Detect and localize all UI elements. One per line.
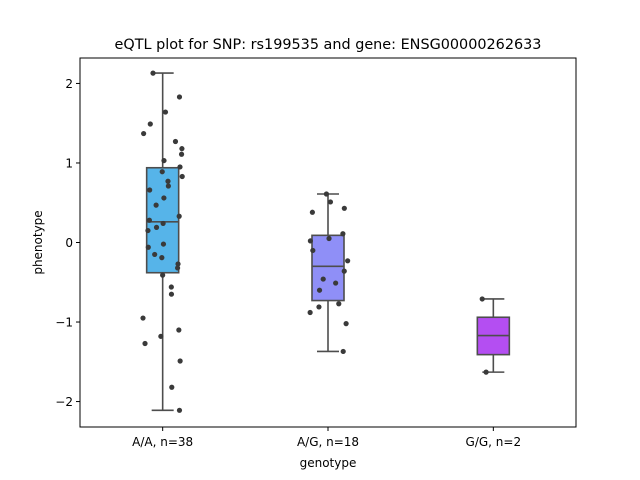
plot-area	[140, 70, 511, 413]
data-point	[178, 151, 185, 157]
data-point	[176, 94, 183, 100]
data-point	[336, 301, 342, 307]
data-point	[307, 309, 313, 316]
data-point	[172, 138, 179, 145]
data-point	[161, 157, 167, 164]
data-point	[153, 224, 160, 230]
data-point	[152, 251, 158, 258]
data-point	[340, 231, 346, 237]
data-point	[161, 195, 167, 201]
data-point	[162, 109, 169, 115]
data-point	[158, 333, 164, 339]
data-point	[160, 220, 166, 227]
data-point	[345, 258, 351, 264]
data-point	[150, 70, 156, 76]
data-point	[160, 241, 167, 247]
y-tick-label: −2	[55, 395, 73, 409]
data-point	[145, 227, 151, 234]
data-point	[479, 296, 485, 302]
y-tick-label: 0	[65, 236, 73, 250]
data-point	[326, 235, 332, 242]
data-point	[483, 369, 489, 375]
data-point	[169, 384, 175, 390]
data-point	[333, 280, 339, 286]
data-point	[147, 187, 153, 193]
data-point	[316, 304, 322, 310]
x-tick-label: A/A, n=38	[132, 435, 193, 449]
data-point	[146, 217, 152, 223]
data-point	[341, 205, 347, 211]
data-point	[142, 340, 148, 347]
data-point	[160, 272, 166, 278]
data-point	[159, 169, 165, 175]
data-point	[340, 348, 346, 355]
box-group	[307, 191, 351, 355]
data-point	[141, 130, 147, 137]
data-point	[341, 268, 347, 274]
data-point	[140, 315, 146, 321]
chart-title: eQTL plot for SNP: rs199535 and gene: EN…	[115, 37, 542, 53]
y-axis-label: phenotype	[31, 210, 45, 274]
data-point	[165, 178, 171, 184]
data-point	[165, 183, 171, 189]
y-tick-label: 1	[65, 156, 73, 170]
data-point	[168, 291, 175, 297]
x-axis: A/A, n=38 A/G, n=18 G/G, n=2	[132, 427, 521, 449]
data-point	[147, 121, 153, 127]
data-point	[327, 199, 334, 205]
data-point	[145, 244, 151, 250]
data-point	[307, 238, 313, 244]
data-point	[310, 247, 316, 254]
data-point	[316, 287, 323, 293]
box-group	[476, 296, 511, 375]
data-point	[323, 191, 330, 197]
y-axis: −2 −1 0 1 2	[55, 77, 80, 409]
data-point	[179, 173, 185, 180]
data-point	[168, 284, 174, 290]
x-tick-label: G/G, n=2	[466, 435, 522, 449]
y-tick-label: 2	[65, 77, 73, 91]
data-point	[179, 146, 185, 152]
data-point	[320, 276, 326, 282]
x-axis-label: genotype	[300, 456, 357, 470]
box	[311, 234, 345, 302]
x-tick-label: A/G, n=18	[297, 435, 359, 449]
data-point	[177, 164, 183, 170]
data-point	[177, 358, 183, 364]
data-point	[309, 209, 315, 215]
data-point	[153, 202, 159, 208]
data-point	[159, 255, 165, 261]
data-point	[176, 327, 182, 333]
y-tick-label: −1	[55, 316, 73, 330]
data-point	[175, 261, 181, 267]
data-point	[343, 321, 349, 327]
box-group	[140, 70, 185, 413]
data-point	[176, 213, 182, 219]
data-point	[176, 407, 183, 413]
data-point	[174, 265, 181, 271]
